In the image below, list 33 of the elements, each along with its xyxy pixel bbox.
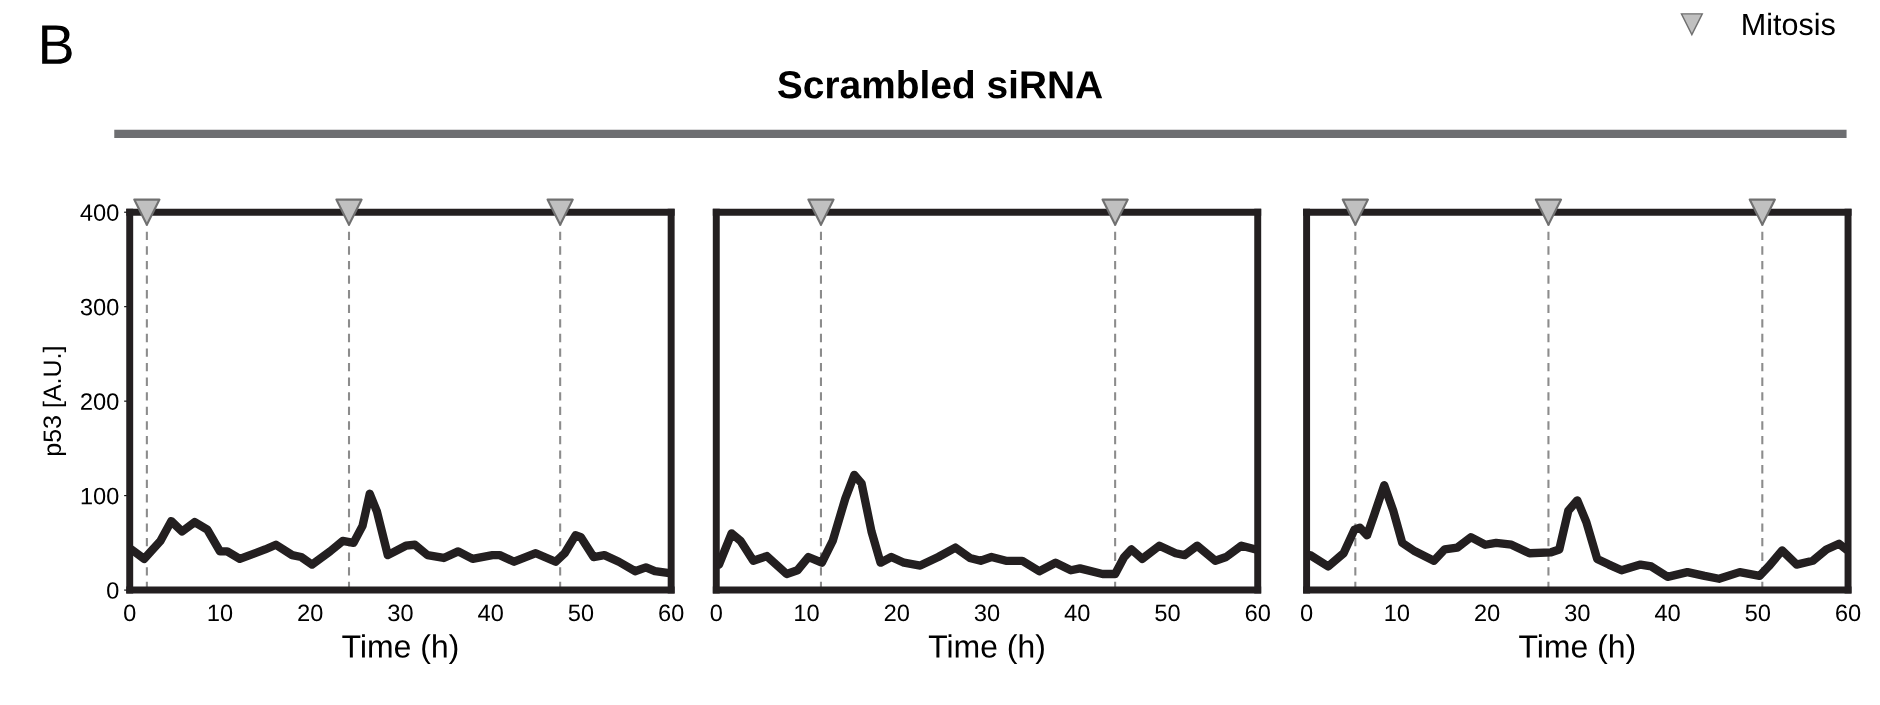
x-tick-label: 60 [659, 604, 684, 622]
text: B [42, 25, 72, 64]
x-tick-label: 10 [1385, 604, 1410, 622]
x-tick-label: 30 [1565, 604, 1590, 622]
x-axis-title: Time (h) [342, 634, 458, 665]
x-tick-label: 0 [710, 604, 722, 622]
y-tick-label: 0 [107, 582, 119, 599]
x-tick-label: 20 [1475, 604, 1500, 622]
x-tick-label: 20 [298, 604, 323, 622]
x-tick-label: 0 [124, 604, 136, 622]
y-tick-label: 100 [81, 487, 119, 505]
x-tick-label: 0 [1300, 604, 1313, 622]
y-tick-label: 200 [81, 393, 119, 410]
y-tick-label: 300 [80, 298, 119, 316]
x-tick-label: 50 [1155, 604, 1180, 622]
y-tick-label: 400 [80, 204, 119, 221]
x-tick-label: 60 [1836, 604, 1861, 622]
x-tick-label: 50 [1745, 604, 1771, 622]
legend-label: Mitosis [1743, 12, 1835, 36]
x-tick-label: 40 [1064, 604, 1090, 622]
y-axis-title: p53 [A.U.] [42, 347, 67, 456]
x-tick-label: 30 [974, 604, 1000, 622]
x-tick-label: 40 [1654, 604, 1680, 622]
x-tick-label: 20 [884, 604, 909, 622]
x-tick-label: 10 [208, 604, 233, 622]
x-tick-label: 60 [1245, 604, 1270, 622]
x-tick-label: 30 [388, 604, 413, 622]
x-tick-label: 50 [568, 604, 594, 622]
x-axis-title: Time (h) [1519, 634, 1635, 665]
x-tick-label: 40 [478, 604, 503, 622]
x-tick-label: 10 [795, 604, 819, 622]
chart-title: Scrambled siRNA [777, 70, 1103, 99]
x-axis-title: Time (h) [928, 634, 1044, 665]
